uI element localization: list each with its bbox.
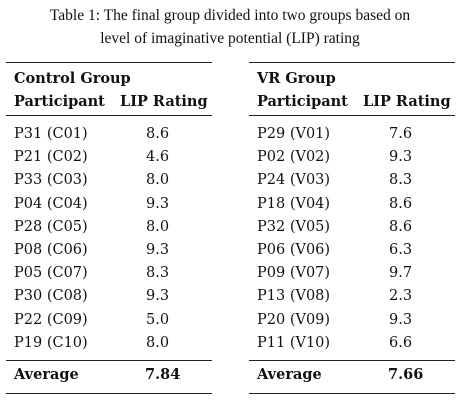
table-body: P29 (V01) 7.6 P02 (V02) 9.3 P24 (V03) 8.3 P…	[249, 123, 455, 355]
participant-column-header: Participant	[257, 93, 348, 110]
table-row: P09 (V07) 9.7	[249, 262, 455, 285]
participant-cell: P04 (C04)	[14, 195, 88, 212]
bottom-rule	[249, 393, 455, 394]
participant-cell: P33 (C03)	[14, 172, 88, 189]
group-title: VR Group	[257, 70, 336, 87]
participant-cell: P24 (V03)	[257, 172, 331, 189]
rating-cell: 8.0	[146, 218, 170, 235]
table-row: P28 (C05) 8.0	[6, 216, 212, 239]
table-row: P32 (V05) 8.6	[249, 216, 455, 239]
top-rule	[6, 62, 212, 63]
table-body: P31 (C01) 8.6 P21 (C02) 4.6 P33 (C03) 8.0 P…	[6, 123, 212, 355]
table-row: P08 (C06) 9.3	[6, 239, 212, 262]
bottom-rule	[6, 393, 212, 394]
table-row: P30 (C08) 9.3	[6, 285, 212, 308]
participant-column-header: Participant	[14, 93, 105, 110]
participant-cell: P02 (V02)	[257, 149, 331, 166]
rating-cell: 8.0	[146, 334, 170, 351]
participant-cell: P18 (V04)	[257, 195, 331, 212]
average-rule	[6, 360, 212, 361]
rating-cell: 9.3	[146, 241, 170, 258]
participant-cell: P22 (C09)	[14, 311, 88, 328]
table-row: P33 (C03) 8.0	[6, 169, 212, 192]
rating-cell: 8.6	[146, 126, 170, 142]
table-row: P18 (V04) 8.6	[249, 193, 455, 216]
participant-cell: P32 (V05)	[257, 218, 331, 235]
rating-cell: 4.6	[146, 149, 170, 166]
table-row: P11 (V10) 6.6	[249, 332, 455, 355]
rating-cell: 8.0	[146, 172, 170, 189]
rating-cell: 9.3	[146, 195, 170, 212]
group-title: Control Group	[14, 70, 131, 87]
average-rule	[249, 360, 455, 361]
participant-cell: P05 (C07)	[14, 265, 88, 282]
rating-cell: 9.3	[389, 311, 413, 328]
participant-cell: P31 (C01)	[14, 126, 88, 142]
table-row: P04 (C04) 9.3	[6, 193, 212, 216]
rating-cell: 6.6	[389, 334, 413, 351]
average-label: Average	[14, 366, 79, 383]
participant-cell: P13 (V08)	[257, 288, 331, 305]
caption-line-1: Table 1: The final group divided into tw…	[49, 7, 411, 24]
average-value: 7.66	[388, 366, 424, 383]
participant-cell: P08 (C06)	[14, 241, 88, 258]
table-row: P22 (C09) 5.0	[6, 309, 212, 332]
lip-rating-column-header: LIP Rating	[363, 93, 451, 110]
participant-cell: P29 (V01)	[257, 126, 331, 142]
rating-cell: 5.0	[146, 311, 170, 328]
table-row: P20 (V09) 9.3	[249, 309, 455, 332]
lip-rating-column-header: LIP Rating	[120, 93, 208, 110]
rating-cell: 7.6	[389, 126, 413, 142]
rating-cell: 9.3	[146, 288, 170, 305]
participant-cell: P11 (V10)	[257, 334, 331, 351]
top-rule	[249, 62, 455, 63]
table-row: P06 (V06) 6.3	[249, 239, 455, 262]
table-row: P24 (V03) 8.3	[249, 169, 455, 192]
average-label: Average	[257, 366, 322, 383]
vr-group-table: VR Group Participant LIP Rating P29 (V01…	[249, 62, 455, 394]
participant-cell: P09 (V07)	[257, 265, 331, 282]
table-row: P29 (V01) 7.6	[249, 123, 455, 146]
rating-cell: 2.3	[389, 288, 413, 305]
rating-cell: 8.6	[389, 195, 413, 212]
control-group-table: Control Group Participant LIP Rating P31…	[6, 62, 212, 394]
header-rule	[6, 115, 212, 116]
participant-cell: P28 (C05)	[14, 218, 88, 235]
participant-cell: P21 (C02)	[14, 149, 88, 166]
rating-cell: 8.3	[146, 265, 170, 282]
participant-cell: P19 (C10)	[14, 334, 88, 351]
header-rule	[249, 115, 455, 116]
participant-cell: P06 (V06)	[257, 241, 331, 258]
table-row: P19 (C10) 8.0	[6, 332, 212, 355]
table-row: P02 (V02) 9.3	[249, 146, 455, 169]
average-value: 7.84	[145, 366, 181, 383]
rating-cell: 8.6	[389, 218, 413, 235]
table-row: P13 (V08) 2.3	[249, 285, 455, 308]
participant-cell: P20 (V09)	[257, 311, 331, 328]
table-row: P21 (C02) 4.6	[6, 146, 212, 169]
table-row: P05 (C07) 8.3	[6, 262, 212, 285]
caption-line-2: level of imaginative potential (LIP) rat…	[100, 30, 360, 47]
rating-cell: 8.3	[389, 172, 413, 189]
table-row: P31 (C01) 8.6	[6, 123, 212, 146]
rating-cell: 9.7	[389, 265, 413, 282]
rating-cell: 6.3	[389, 241, 413, 258]
participant-cell: P30 (C08)	[14, 288, 88, 305]
table-caption: Table 1: The final group divided into tw…	[0, 4, 460, 50]
rating-cell: 9.3	[389, 149, 413, 166]
